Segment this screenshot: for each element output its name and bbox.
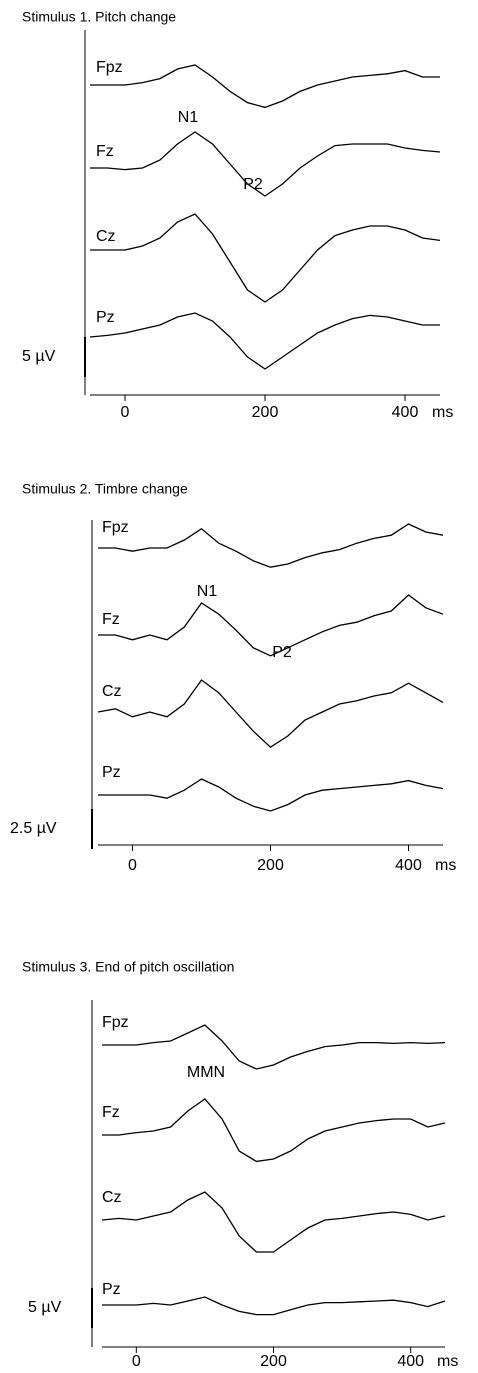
channel-label: Cz (102, 1189, 122, 1206)
eeg-trace (90, 64, 440, 109)
x-tick-label: 200 (260, 1353, 287, 1370)
eeg-trace (102, 1024, 446, 1070)
panel-title: Stimulus 1. Pitch change (22, 9, 176, 25)
channel-label: Pz (102, 764, 121, 781)
eeg-trace (101, 1191, 446, 1253)
panel-title: Stimulus 3. End of pitch oscillation (22, 959, 234, 975)
annotation: N1 (197, 583, 218, 600)
channel-label: Fz (102, 1104, 120, 1121)
panel-title: Stimulus 2. Timbre change (22, 481, 188, 497)
channel-label: Cz (96, 228, 116, 245)
channel-label: Pz (96, 309, 115, 326)
eeg-trace (90, 131, 441, 197)
x-tick-label: 200 (252, 404, 279, 421)
annotation: P2 (272, 644, 292, 661)
scale-bar-label: 5 µV (28, 1299, 62, 1316)
x-tick-label: 400 (392, 404, 419, 421)
annotation: MMN (187, 1064, 225, 1081)
channel-label: Pz (102, 1281, 121, 1298)
channel-label: Fpz (96, 59, 123, 76)
scale-bar-label: 5 µV (22, 348, 56, 365)
channel-label: Cz (102, 683, 122, 700)
channel-label: Fz (102, 611, 120, 628)
channel-label: Fz (96, 143, 114, 160)
annotation: P2 (243, 176, 263, 193)
channel-label: Fpz (102, 1014, 129, 1031)
eeg-trace (98, 778, 444, 812)
x-tick-label: 400 (395, 857, 422, 874)
eeg-trace (90, 213, 441, 303)
eeg-trace (89, 312, 440, 370)
x-axis-unit: ms (437, 1353, 458, 1370)
scale-bar-label: 2.5 µV (10, 820, 57, 837)
eeg-trace (98, 523, 444, 568)
eeg-trace (102, 1098, 446, 1163)
eeg-trace (97, 679, 444, 749)
eeg-trace (98, 594, 444, 657)
annotation: N1 (178, 109, 199, 126)
x-tick-label: 0 (132, 1353, 141, 1370)
x-tick-label: 400 (397, 1353, 424, 1370)
x-axis-unit: ms (432, 404, 453, 421)
x-axis-unit: ms (435, 857, 456, 874)
x-tick-label: 0 (128, 857, 137, 874)
x-tick-label: 0 (121, 404, 130, 421)
eeg-trace (102, 1296, 446, 1316)
channel-label: Fpz (102, 519, 129, 536)
x-tick-label: 200 (257, 857, 284, 874)
